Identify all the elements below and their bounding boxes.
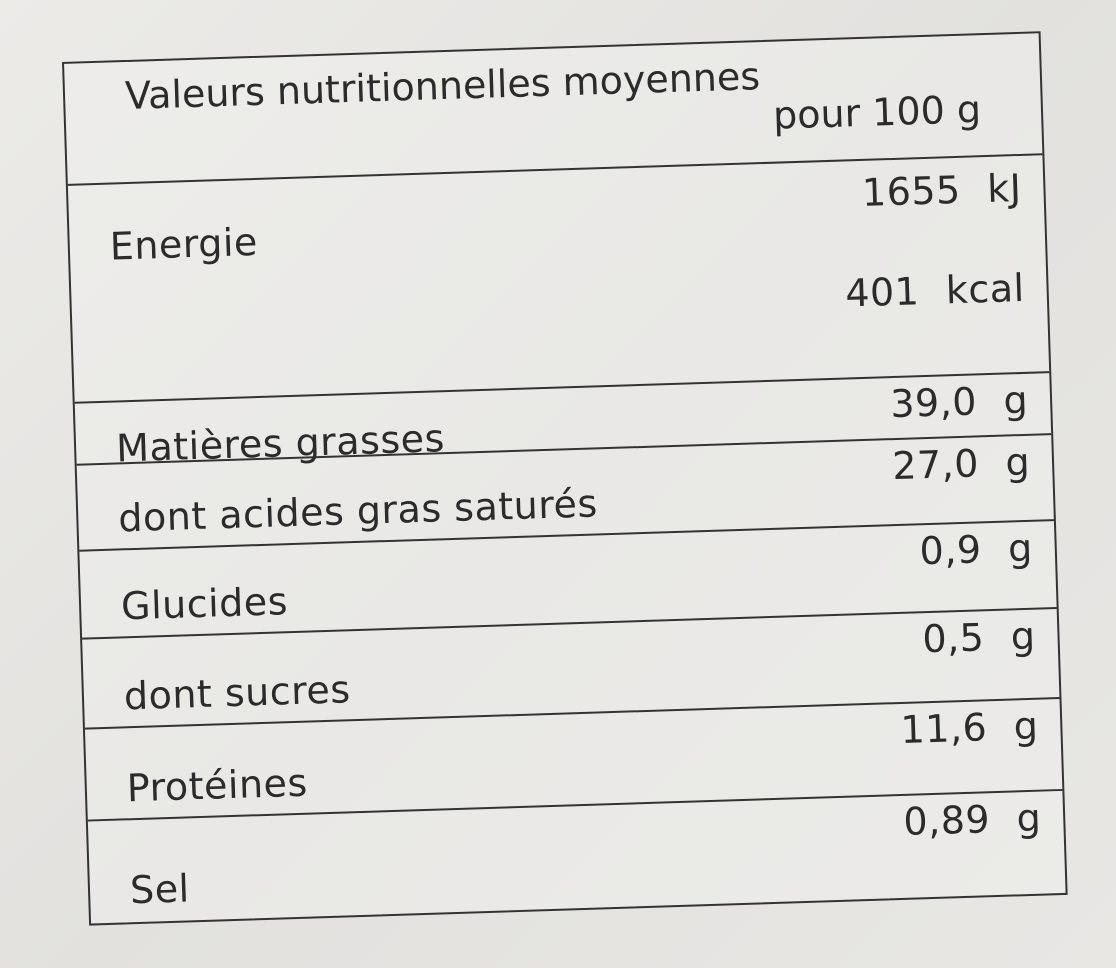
energy-kj: 1655 kJ bbox=[861, 165, 1023, 215]
energy-kcal: 401 kcal bbox=[844, 265, 1026, 316]
row-value: 27,0 g bbox=[891, 439, 1031, 489]
row-value: 39,0 g bbox=[889, 377, 1029, 427]
row-label: Protéines bbox=[126, 760, 309, 811]
nutrition-table: Valeurs nutritionnelles moyennes pour 10… bbox=[62, 31, 1068, 926]
row-label: Glucides bbox=[120, 579, 289, 629]
row-value: 11,6 g bbox=[899, 703, 1040, 752]
row-label: dont sucres bbox=[123, 667, 352, 719]
energy-row: Energie 1655 kJ 401 kcal bbox=[67, 155, 1050, 404]
per-100g-label: pour 100 g bbox=[772, 87, 982, 138]
energy-label: Energie bbox=[109, 219, 259, 269]
row-value: 0,5 g bbox=[921, 613, 1037, 662]
row-value: 0,89 g bbox=[902, 795, 1042, 844]
row-value: 0,9 g bbox=[918, 525, 1034, 574]
row-label: dont acides gras saturés bbox=[117, 481, 599, 541]
row-label: Sel bbox=[129, 866, 191, 913]
table-title: Valeurs nutritionnelles moyennes bbox=[124, 54, 761, 119]
